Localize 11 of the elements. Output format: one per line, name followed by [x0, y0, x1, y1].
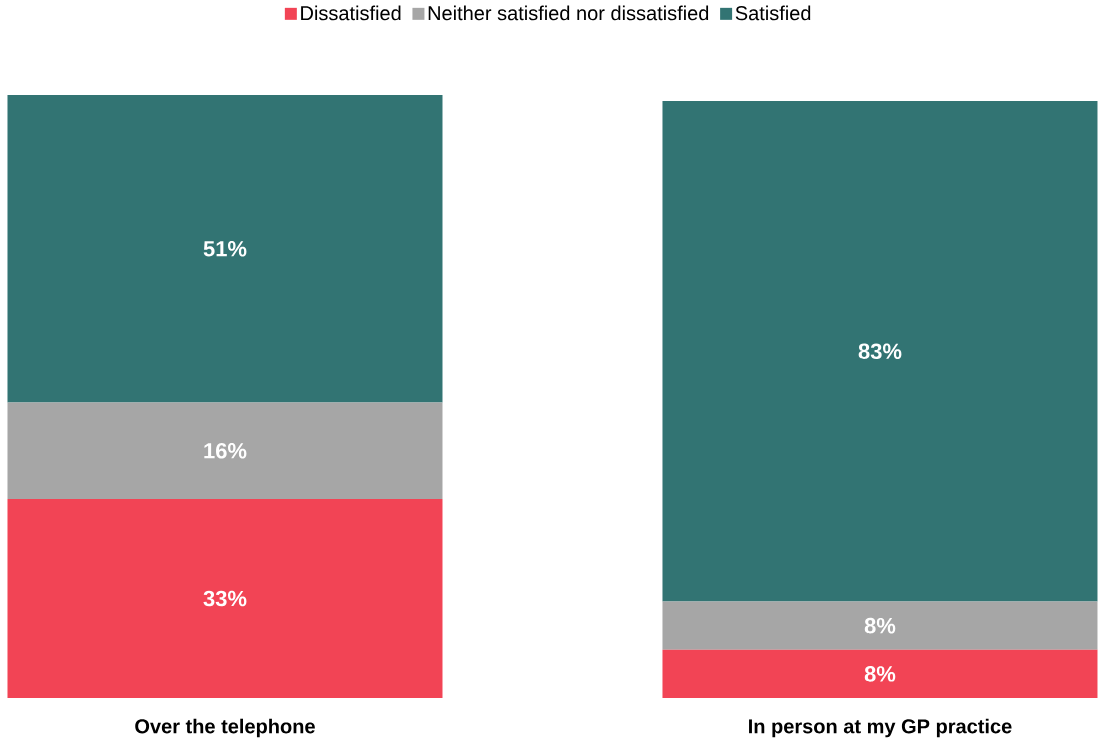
data-label: 8% [864, 666, 896, 682]
data-label: 8% [864, 617, 896, 634]
x-tick-label: Over the telephone [135, 718, 315, 738]
data-label: 51% [203, 241, 247, 257]
x-tick-label: In person at my GP practice [749, 718, 1012, 738]
legend-label: Neither satisfied nor dissatisfied [428, 5, 709, 21]
data-label: 16% [204, 442, 247, 459]
legend-label: Satisfied [735, 5, 811, 21]
data-label: 83% [858, 343, 902, 360]
data-label: 33% [203, 590, 247, 607]
legend-label: Dissatisfied [301, 5, 401, 21]
